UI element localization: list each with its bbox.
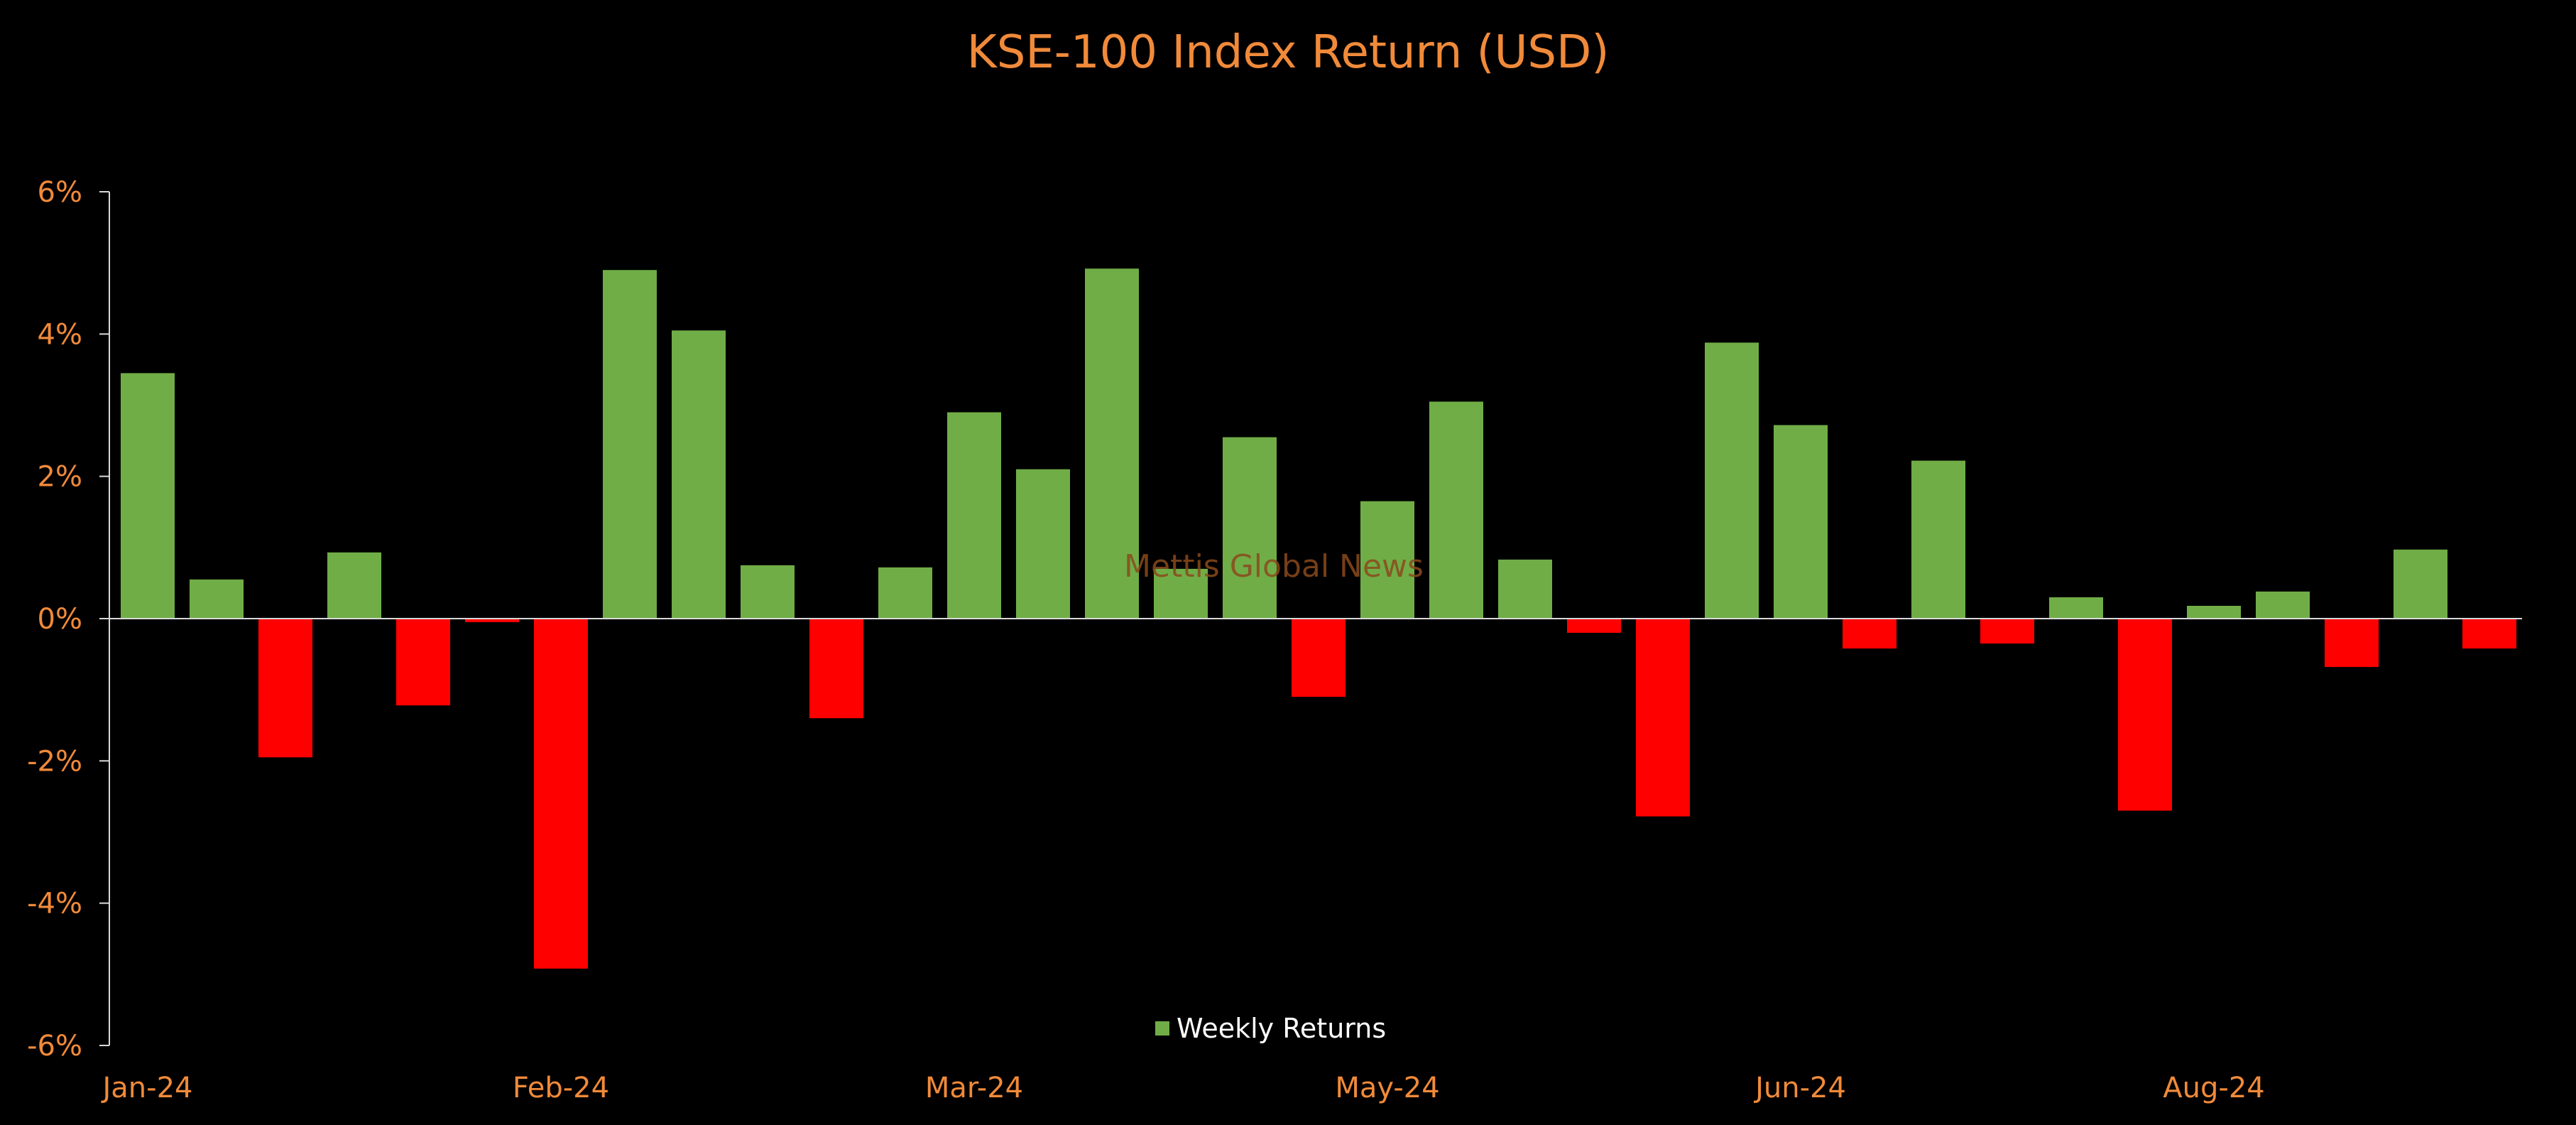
bar-7 bbox=[603, 270, 657, 619]
y-tick-label: 2% bbox=[38, 461, 82, 494]
bar-33 bbox=[2394, 549, 2447, 619]
bar-32 bbox=[2325, 619, 2379, 668]
bar-28 bbox=[2049, 597, 2103, 619]
bar-30 bbox=[2187, 606, 2241, 619]
legend: Weekly Returns bbox=[1155, 1013, 1386, 1044]
legend-swatch-weekly-returns bbox=[1155, 1021, 1169, 1036]
bar-18 bbox=[1360, 501, 1414, 619]
bar-4 bbox=[396, 619, 450, 706]
bar-11 bbox=[878, 567, 932, 619]
y-tick-label: -4% bbox=[27, 888, 82, 920]
x-tick-label: Mar-24 bbox=[925, 1072, 1023, 1104]
y-tick-label: 4% bbox=[38, 318, 82, 351]
y-tick-label: -2% bbox=[27, 745, 82, 778]
bar-14 bbox=[1085, 268, 1139, 619]
bar-5 bbox=[465, 619, 519, 622]
x-tick-label: Feb-24 bbox=[513, 1072, 609, 1104]
bar-6 bbox=[534, 619, 588, 969]
bar-25 bbox=[1843, 619, 1896, 649]
chart-title: KSE-100 Index Return (USD) bbox=[967, 26, 1610, 79]
x-tick-label: Jan-24 bbox=[101, 1072, 193, 1104]
y-tick-label: 6% bbox=[38, 176, 82, 209]
bar-23 bbox=[1705, 342, 1759, 619]
bar-20 bbox=[1498, 559, 1552, 619]
axes-layer: 6% 4% 2% 0% -2% -4% -6% Jan-24 Feb-24 Mar-24 May-2… bbox=[27, 176, 2522, 1104]
bar-31 bbox=[2256, 591, 2310, 619]
watermark: Mettis Global News bbox=[1124, 548, 1424, 585]
x-tick-label: Aug-24 bbox=[2163, 1072, 2264, 1104]
bar-17 bbox=[1292, 619, 1346, 697]
bar-9 bbox=[741, 565, 795, 619]
bar-29 bbox=[2118, 619, 2172, 811]
bar-13 bbox=[1016, 469, 1070, 619]
bar-2 bbox=[258, 619, 312, 758]
bar-21 bbox=[1567, 619, 1621, 633]
y-tick-label: -6% bbox=[27, 1030, 82, 1062]
bar-3 bbox=[327, 552, 381, 619]
bar-16 bbox=[1223, 437, 1277, 619]
x-tick-label: Jun-24 bbox=[1753, 1072, 1846, 1104]
bar-0 bbox=[121, 373, 175, 619]
bar-8 bbox=[672, 330, 726, 619]
bar-34 bbox=[2462, 619, 2516, 649]
x-tick-label: May-24 bbox=[1335, 1072, 1439, 1104]
legend-label-weekly-returns: Weekly Returns bbox=[1177, 1013, 1386, 1044]
bar-22 bbox=[1636, 619, 1690, 817]
bar-10 bbox=[809, 619, 863, 719]
bar-1 bbox=[190, 579, 244, 619]
bar-15 bbox=[1154, 568, 1208, 619]
bar-26 bbox=[1911, 460, 1965, 619]
bars-layer bbox=[121, 268, 2516, 969]
bar-24 bbox=[1774, 425, 1828, 619]
bar-12 bbox=[947, 412, 1001, 619]
bar-19 bbox=[1429, 401, 1483, 619]
bar-27 bbox=[1980, 619, 2034, 644]
y-tick-label: 0% bbox=[38, 603, 82, 636]
